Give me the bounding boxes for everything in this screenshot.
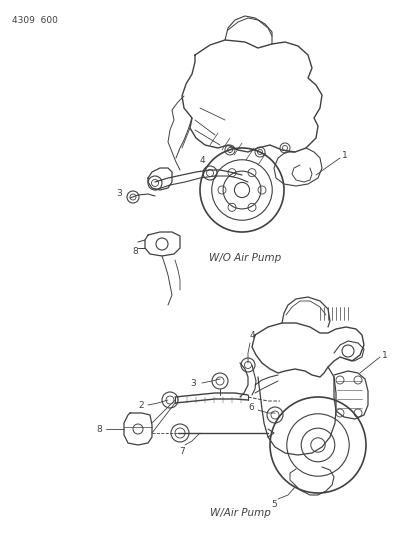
Text: 8: 8 — [96, 424, 102, 433]
Text: 5: 5 — [271, 500, 277, 509]
Text: 7: 7 — [179, 447, 185, 456]
Text: 1: 1 — [382, 351, 388, 359]
Text: W/O Air Pump: W/O Air Pump — [209, 253, 281, 263]
Text: 3: 3 — [116, 190, 122, 198]
Text: 4309  600: 4309 600 — [12, 16, 58, 25]
Text: W/Air Pump: W/Air Pump — [210, 508, 271, 518]
Text: 3: 3 — [190, 378, 196, 387]
Text: 1: 1 — [342, 151, 348, 160]
Text: 6: 6 — [248, 403, 254, 413]
Text: 4: 4 — [199, 156, 205, 165]
Text: 2: 2 — [138, 400, 144, 409]
Text: 8: 8 — [132, 247, 138, 256]
Text: 4: 4 — [249, 331, 255, 340]
